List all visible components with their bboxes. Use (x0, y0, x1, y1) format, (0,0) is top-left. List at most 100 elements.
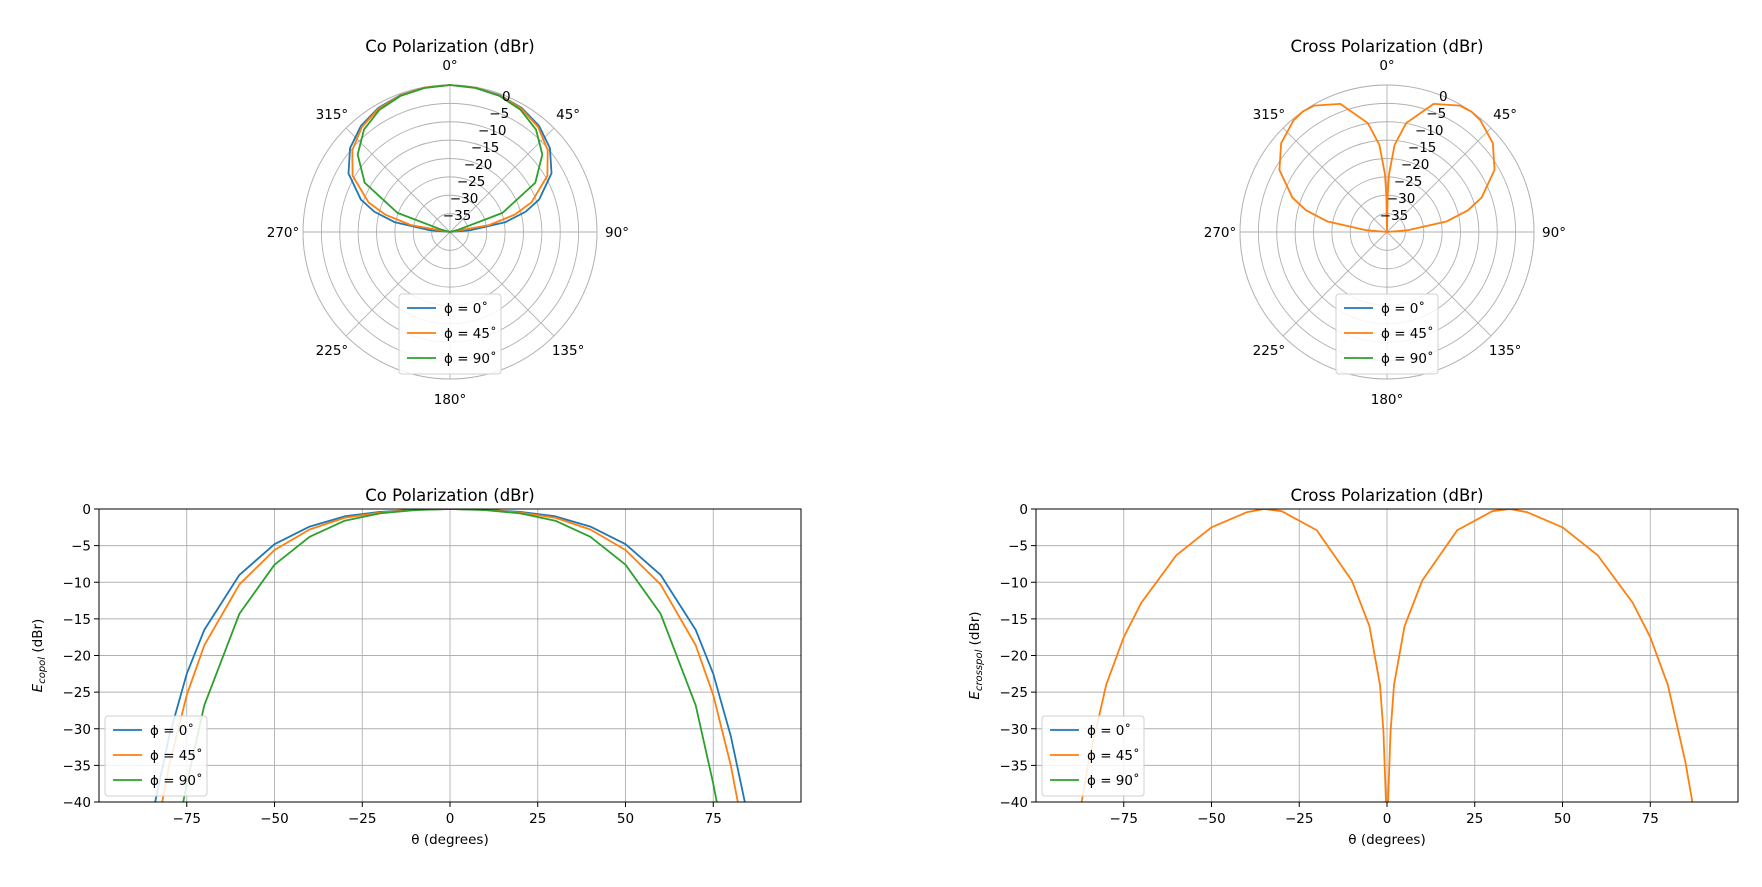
chart-title: Cross Polarization (dBr) (1290, 486, 1483, 505)
copol-polar-chart: Co Polarization (dBr) 0° 45° 90° 135° 180° 22… (267, 37, 629, 408)
y-tick-label: 0 (1019, 502, 1028, 518)
x-tick-label: −75 (1110, 811, 1139, 827)
y-tick-label: −5 (71, 539, 91, 555)
angle-tick-label: 180° (1371, 392, 1404, 408)
radial-tick-label: −15 (1408, 140, 1437, 156)
series-line (1387, 509, 1694, 802)
legend-entry: ϕ = 0˚ (1087, 722, 1131, 739)
angle-tick-label: 225° (1253, 343, 1286, 359)
y-axis-label: Ecrosspol (dBr) (967, 611, 985, 699)
crosspol-polar-chart: Cross Polarization (dBr) 0° 45° 90° 135° 180… (1204, 37, 1566, 408)
copol-line-chart: Co Polarization (dBr) −75 −50 −25 0 25 50 75 0 −… (30, 486, 802, 848)
angle-tick-label: 45° (1493, 107, 1517, 123)
y-tick-label: −10 (1000, 575, 1029, 591)
y-tick-label: −40 (63, 795, 92, 811)
angle-tick-label: 90° (605, 225, 629, 241)
radial-tick-label: −35 (1380, 208, 1409, 224)
x-tick-label: 0 (446, 811, 455, 827)
y-tick-label: −10 (63, 575, 92, 591)
radial-tick-label: −25 (457, 174, 486, 190)
angle-tick-label: 90° (1542, 225, 1566, 241)
chart-title: Co Polarization (dBr) (365, 37, 534, 56)
series-line (182, 509, 718, 802)
y-tick-label: −20 (63, 649, 92, 665)
legend-entry: ϕ = 90˚ (150, 772, 203, 789)
legend: ϕ = 0˚ ϕ = 45˚ ϕ = 90˚ (1041, 715, 1145, 797)
radial-tick-label: −10 (478, 123, 507, 139)
plot-frame (98, 508, 802, 803)
x-tick-label: 75 (1642, 811, 1659, 827)
angle-tick-label: 315° (316, 107, 349, 123)
legend-entry: ϕ = 0˚ (1381, 300, 1425, 317)
series-line (154, 509, 746, 802)
legend-entry: ϕ = 90˚ (444, 350, 497, 367)
angle-tick-label: 270° (267, 225, 300, 241)
radial-tick-label: −35 (443, 208, 472, 224)
radial-tick-label: −20 (464, 157, 493, 173)
legend: ϕ = 0˚ ϕ = 45˚ ϕ = 90˚ (398, 293, 502, 375)
legend-entry: ϕ = 45˚ (444, 325, 497, 342)
x-tick-label: 75 (705, 811, 722, 827)
legend-entry: ϕ = 0˚ (444, 300, 488, 317)
crosspol-line-chart: Cross Polarization (dBr) −75 −5 0 −25 0 25 50 7… (967, 486, 1739, 848)
legend: ϕ = 0˚ ϕ = 45˚ ϕ = 90˚ (1335, 293, 1439, 375)
x-tick-label: −25 (348, 811, 377, 827)
y-tick-label: −15 (1000, 612, 1029, 628)
angular-gridline (345, 231, 451, 337)
x-tick-label: −50 (260, 811, 289, 827)
y-tick-label: −5 (1008, 539, 1028, 555)
angular-gridline (449, 127, 555, 233)
angle-tick-label: 45° (556, 107, 580, 123)
y-tick-label: −40 (1000, 795, 1029, 811)
x-tick-label: 50 (1554, 811, 1571, 827)
x-axis-label: θ (degrees) (411, 832, 488, 848)
radial-tick-label: −25 (1394, 174, 1423, 190)
angular-gridline (449, 231, 555, 337)
legend-entry: ϕ = 90˚ (1381, 350, 1434, 367)
y-tick-label: −35 (63, 758, 92, 774)
angular-gridline (345, 127, 451, 233)
legend: ϕ = 0˚ ϕ = 45˚ ϕ = 90˚ (104, 715, 208, 797)
series-line (161, 509, 739, 802)
radial-tick-label: 0 (1439, 89, 1448, 105)
chart-title: Cross Polarization (dBr) (1290, 37, 1483, 56)
legend-entry: ϕ = 90˚ (1087, 772, 1140, 789)
angular-gridline (1386, 127, 1492, 233)
legend-entry: ϕ = 45˚ (150, 747, 203, 764)
series-line (356, 84, 544, 233)
radial-tick-label: −5 (489, 106, 509, 122)
angle-tick-label: 315° (1253, 107, 1286, 123)
legend-entry: ϕ = 0˚ (150, 722, 194, 739)
series-line (1080, 509, 1387, 802)
angle-tick-label: 135° (552, 343, 585, 359)
y-tick-label: −30 (63, 722, 92, 738)
y-tick-label: −25 (63, 685, 92, 701)
y-tick-label: −35 (1000, 758, 1029, 774)
x-axis-label: θ (degrees) (1348, 832, 1425, 848)
angle-tick-label: 270° (1204, 225, 1237, 241)
angular-gridline (1282, 127, 1388, 233)
y-axis-label: Ecopol (dBr) (30, 619, 48, 693)
y-tick-label: 0 (82, 502, 91, 518)
x-tick-label: 25 (1466, 811, 1483, 827)
y-tick-label: −25 (1000, 685, 1029, 701)
radial-tick-label: −5 (1426, 106, 1446, 122)
angle-tick-label: 180° (434, 392, 467, 408)
radial-tick-label: −15 (471, 140, 500, 156)
x-tick-label: −75 (173, 811, 202, 827)
radial-tick-label: −30 (1387, 191, 1416, 207)
radial-tick-label: −30 (450, 191, 479, 207)
angular-gridline (1282, 231, 1388, 337)
legend-entry: ϕ = 45˚ (1087, 747, 1140, 764)
legend-entry: ϕ = 45˚ (1381, 325, 1434, 342)
radial-tick-label: −20 (1401, 157, 1430, 173)
y-tick-label: −30 (1000, 722, 1029, 738)
x-tick-label: 25 (529, 811, 546, 827)
angle-tick-label: 225° (316, 343, 349, 359)
x-tick-label: 0 (1383, 811, 1392, 827)
y-tick-label: −15 (63, 612, 92, 628)
series-line (1278, 102, 1496, 233)
radial-tick-label: 0 (502, 89, 511, 105)
radial-tick-label: −10 (1415, 123, 1444, 139)
